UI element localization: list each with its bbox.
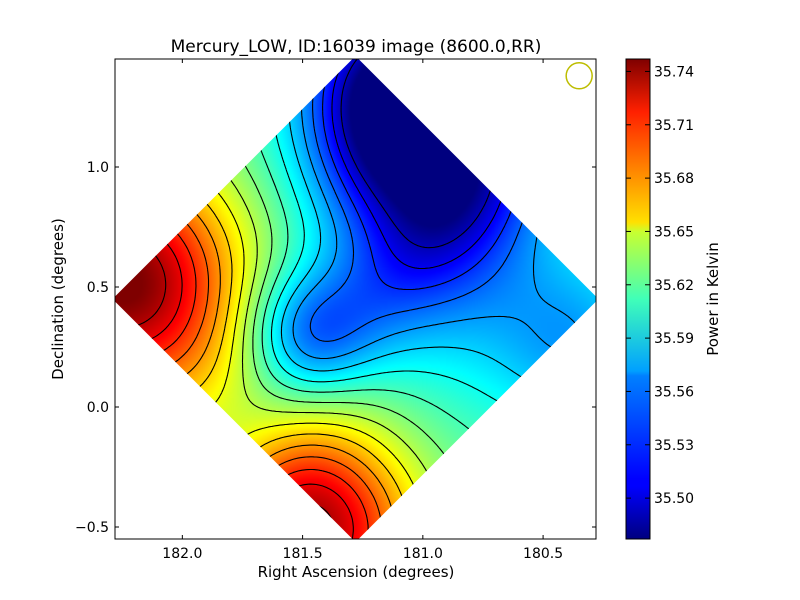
x-tick-label: 181.0 xyxy=(403,546,443,562)
colorbar-tick-label: 35.65 xyxy=(654,224,694,240)
x-tick-label: 181.5 xyxy=(283,546,323,562)
beam-circle xyxy=(565,62,593,90)
colorbar-tick-label: 35.59 xyxy=(654,331,694,347)
y-tick-label: 0.0 xyxy=(87,400,109,416)
y-tick-label: 1.0 xyxy=(87,160,109,176)
y-axis: −0.5 0.0 0.5 1.0 xyxy=(75,160,596,536)
colorbar-tick-label: 35.56 xyxy=(654,384,694,400)
x-axis-label: Right Ascension (degrees) xyxy=(258,563,455,581)
heatmap-raster xyxy=(115,59,596,539)
x-axis: 182.0 181.5 181.0 180.5 xyxy=(162,59,563,562)
x-tick-label: 180.5 xyxy=(523,546,563,562)
colorbar-tick-label: 35.68 xyxy=(654,171,694,187)
axes-frame xyxy=(114,58,597,540)
colorbar-tick-label: 35.53 xyxy=(654,438,694,454)
y-axis-label: Declination (degrees) xyxy=(49,218,67,380)
plot-area xyxy=(115,59,596,539)
colorbar xyxy=(625,58,651,540)
y-tick-label: −0.5 xyxy=(75,520,109,536)
colorbar-tick-label: 35.71 xyxy=(654,118,694,134)
colorbar-tick-label: 35.50 xyxy=(654,491,694,507)
y-tick-label: 0.5 xyxy=(87,280,109,296)
x-tick-label: 182.0 xyxy=(162,546,202,562)
colorbar-tick-label: 35.74 xyxy=(654,64,694,80)
chart-title: Mercury_LOW, ID:16039 image (8600.0,RR) xyxy=(171,37,542,57)
heatmap-image xyxy=(115,59,596,539)
colorbar-ticks: 35.50 35.53 35.56 35.59 35.62 35.65 35.68 35.71… xyxy=(626,64,694,507)
colorbar-tick-label: 35.62 xyxy=(654,278,694,294)
colorbar-label: Power in Kelvin xyxy=(704,242,722,356)
